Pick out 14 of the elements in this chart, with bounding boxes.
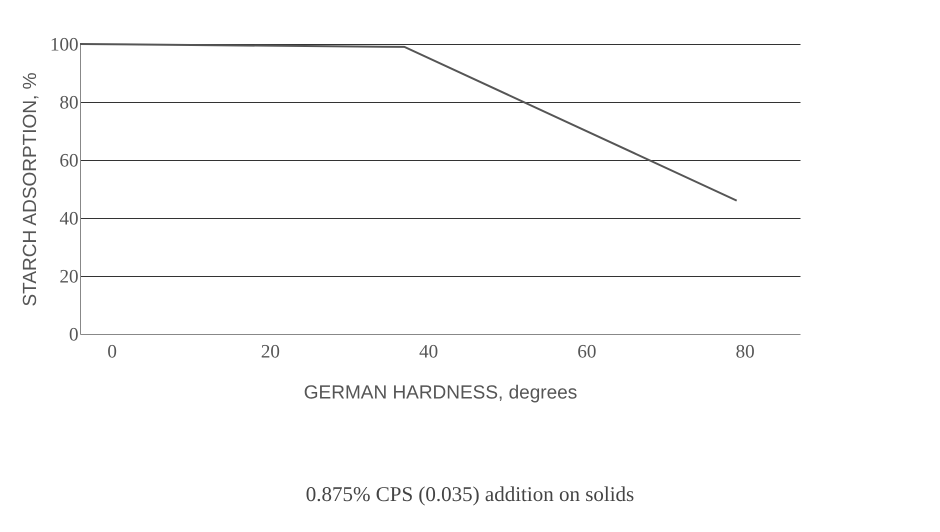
y-tick-label: 40 — [60, 208, 78, 230]
y-tick-label: 60 — [60, 150, 78, 172]
x-tick-label: 80 — [736, 342, 755, 362]
y-tick-label: 80 — [60, 92, 78, 114]
y-axis-title: STARCH ADSORPTION, % — [20, 72, 41, 307]
x-axis-title: GERMAN HARDNESS, degrees — [304, 382, 578, 404]
x-tick-label: 40 — [419, 342, 438, 362]
text: 0.875% CPS (0.035) addition on solids — [304, 482, 636, 507]
y-tick-label: 100 — [50, 34, 78, 56]
x-tick-label: 20 — [260, 342, 280, 362]
x-tick-label: 0 — [107, 342, 117, 362]
x-tick-label: 60 — [577, 342, 596, 362]
y-tick-label: 20 — [60, 266, 78, 288]
y-tick-label: 0 — [69, 324, 78, 346]
